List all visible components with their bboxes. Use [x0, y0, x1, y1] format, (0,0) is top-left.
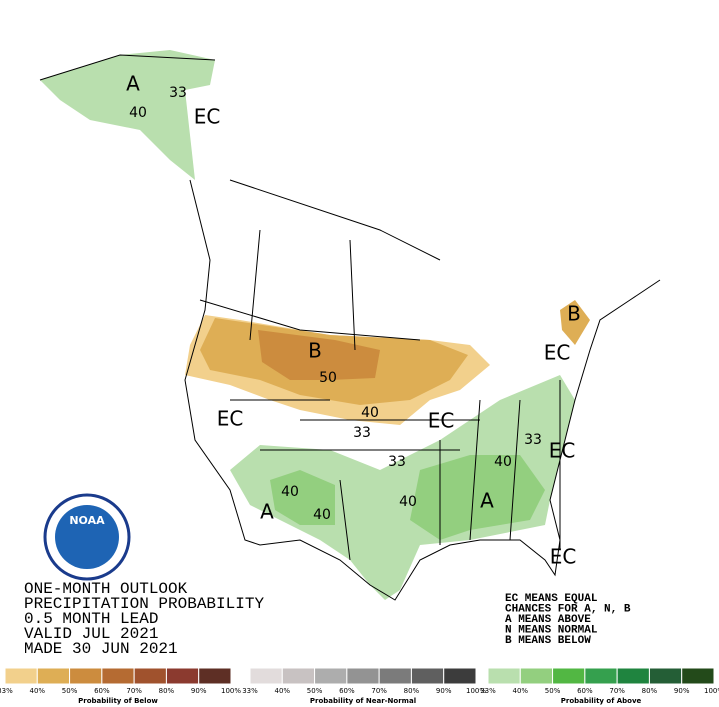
map-label: EC: [194, 105, 221, 129]
map-label: 50: [319, 370, 337, 386]
legend-swatch: [552, 667, 586, 685]
map-label: A: [260, 500, 274, 524]
map-label: EC: [428, 409, 455, 433]
map-label: EC: [544, 341, 571, 365]
legend-tick: 40%: [30, 687, 46, 695]
map-label: 40: [313, 507, 331, 523]
title-line: ONE-MONTH OUTLOOK: [24, 580, 188, 598]
legend-tick: 33%: [242, 687, 258, 695]
map-label: A: [126, 72, 140, 96]
legend-swatch: [487, 667, 521, 685]
legend-swatch: [165, 667, 200, 685]
map-label: A: [480, 489, 494, 513]
legend-tick: 50%: [307, 687, 323, 695]
legend-tick: 60%: [94, 687, 110, 695]
legend-tick: 80%: [642, 687, 658, 695]
map-label: 33: [169, 85, 187, 101]
coastline: [39, 54, 661, 601]
legend-tick: 33%: [0, 687, 13, 695]
legend-tick: 90%: [674, 687, 690, 695]
map-label: B: [308, 339, 322, 363]
legend-swatch: [249, 667, 283, 685]
legend-tick: 60%: [339, 687, 355, 695]
legend-tick: 50%: [545, 687, 561, 695]
title-line: VALID JUL 2021: [24, 625, 158, 643]
legend-swatch: [69, 667, 103, 685]
legend-caption: Probability of Near-Normal: [310, 697, 416, 705]
map-label: 33: [388, 454, 406, 470]
state-lines: [230, 229, 521, 561]
title-line: MADE 30 JUN 2021: [24, 640, 178, 658]
legend-swatch: [281, 667, 316, 685]
map-label: EC: [217, 407, 244, 431]
logo-disk: [55, 505, 119, 569]
key-line: B MEANS BELOW: [505, 635, 591, 647]
legend-swatch: [584, 667, 618, 685]
legend-swatch: [519, 667, 554, 685]
key-line: EC MEANS EQUAL: [505, 593, 598, 605]
title-line: 0.5 MONTH LEAD: [24, 610, 158, 628]
legend-tick: 70%: [371, 687, 387, 695]
legend-swatch: [4, 667, 38, 685]
legend-caption: Probability of Above: [561, 697, 642, 705]
above-outer: [230, 375, 575, 600]
map-label: 40: [399, 494, 417, 510]
key-line: CHANCES FOR A, N, B: [505, 604, 631, 616]
legend-swatch: [314, 667, 348, 685]
legend-tick: 60%: [577, 687, 593, 695]
legend-tick: 33%: [480, 687, 496, 695]
maine-below: [560, 300, 590, 345]
legend-swatch: [198, 667, 232, 685]
legend-swatch: [681, 667, 715, 685]
title-line: PRECIPITATION PROBABILITY: [24, 595, 264, 613]
below-50: [258, 330, 380, 380]
legend-tick: 100%: [466, 687, 486, 695]
alaska-above: [40, 50, 215, 180]
legend-caption: Probability of Below: [78, 697, 158, 705]
key-line: N MEANS NORMAL: [505, 625, 598, 637]
legend-swatch: [410, 667, 445, 685]
legend-tick: 80%: [159, 687, 175, 695]
map-label: 33: [524, 432, 542, 448]
logo-text: NOAA: [69, 514, 105, 527]
legend-swatch: [101, 667, 135, 685]
legend-swatch: [378, 667, 412, 685]
map-label: 40: [494, 454, 512, 470]
map-label: 40: [361, 405, 379, 421]
map-label: B: [567, 302, 581, 326]
legend-tick: 100%: [704, 687, 719, 695]
key-line: A MEANS ABOVE: [505, 614, 591, 626]
legend-swatch: [36, 667, 71, 685]
legend-tick: 90%: [191, 687, 207, 695]
above-40: [270, 470, 335, 525]
legend-tick: 70%: [126, 687, 142, 695]
map-label: 40: [129, 105, 147, 121]
legend-tick: 40%: [513, 687, 529, 695]
legend-swatch: [616, 667, 650, 685]
map-label: EC: [550, 545, 577, 569]
legend-tick: 40%: [275, 687, 291, 695]
legend-swatch: [346, 667, 380, 685]
legend-tick: 100%: [221, 687, 241, 695]
legend-tick: 90%: [436, 687, 452, 695]
legend-swatch: [648, 667, 683, 685]
map-label: 33: [353, 425, 371, 441]
legend-swatch: [133, 667, 167, 685]
map-label: 40: [281, 484, 299, 500]
map-label: EC: [549, 439, 576, 463]
legend-swatch: [443, 667, 477, 685]
legend-tick: 50%: [62, 687, 78, 695]
legend-tick: 70%: [609, 687, 625, 695]
legend-tick: 80%: [404, 687, 420, 695]
